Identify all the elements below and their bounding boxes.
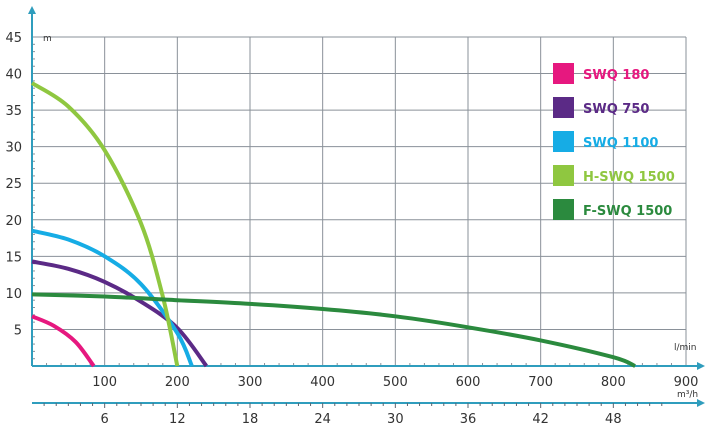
x2-tick-label: 36 — [460, 412, 477, 427]
y-tick-label: 15 — [5, 250, 22, 265]
x-tick-label: 900 — [674, 375, 699, 390]
legend-label: F-SWQ 1500 — [583, 204, 672, 219]
x2-tick-label: 30 — [387, 412, 404, 427]
x-tick-label: 300 — [238, 375, 263, 390]
axes — [28, 6, 705, 407]
x-tick-label: 100 — [92, 375, 117, 390]
x2-tick-label: 12 — [169, 412, 186, 427]
y-tick-label: 5 — [14, 323, 22, 338]
x2-tick-label: 24 — [314, 412, 331, 427]
y-tick-label: 30 — [5, 141, 22, 156]
series-line-3 — [31, 228, 194, 367]
tick-labels: 45 40 35 30 25 20 15 10 5 100 200 300 400 500 600 700 80… — [5, 31, 698, 427]
series-line-5 — [31, 292, 636, 368]
y-tick-label: 45 — [5, 31, 22, 46]
x-tick-label: 500 — [383, 375, 408, 390]
y-tick-label: 40 — [5, 68, 22, 83]
x-tick-label: 600 — [456, 375, 481, 390]
series-line-2 — [31, 259, 209, 368]
legend-swatch — [553, 199, 574, 220]
x2-axis-arrow — [697, 399, 705, 407]
x2-tick-label: 18 — [242, 412, 259, 427]
legend-swatch — [553, 63, 574, 84]
legend-label: SWQ 750 — [583, 102, 649, 117]
y-tick-label: 25 — [5, 177, 22, 192]
legend-swatch — [553, 165, 574, 186]
series-line-4 — [30, 81, 180, 367]
x2-unit-label: m³/h — [677, 390, 698, 400]
series-curves — [30, 81, 636, 368]
legend-label: H-SWQ 1500 — [583, 170, 675, 185]
y-axis-arrow — [28, 6, 36, 14]
legend-swatch — [553, 131, 574, 152]
legend-label: SWQ 1100 — [583, 136, 658, 151]
legend-label: SWQ 180 — [583, 68, 649, 83]
y-tick-label: 10 — [5, 287, 22, 302]
y-unit-label: m — [43, 34, 52, 44]
x-tick-label: 200 — [165, 375, 190, 390]
x-axis-arrow — [697, 362, 705, 370]
x-tick-label: 400 — [310, 375, 335, 390]
x2-tick-label: 42 — [532, 412, 549, 427]
y-tick-label: 20 — [5, 214, 22, 229]
legend-swatch — [553, 97, 574, 118]
y-tick-label: 35 — [5, 104, 22, 119]
x-tick-label: 800 — [601, 375, 626, 390]
legend: SWQ 180 SWQ 750 SWQ 1100 H-SWQ 1500 F-SWQ 15… — [553, 63, 675, 220]
x-tick-label: 700 — [528, 375, 553, 390]
x2-tick-label: 6 — [101, 412, 109, 427]
series-line-1 — [31, 314, 96, 368]
x-unit-label: l/min — [674, 343, 697, 353]
x2-tick-label: 48 — [605, 412, 622, 427]
